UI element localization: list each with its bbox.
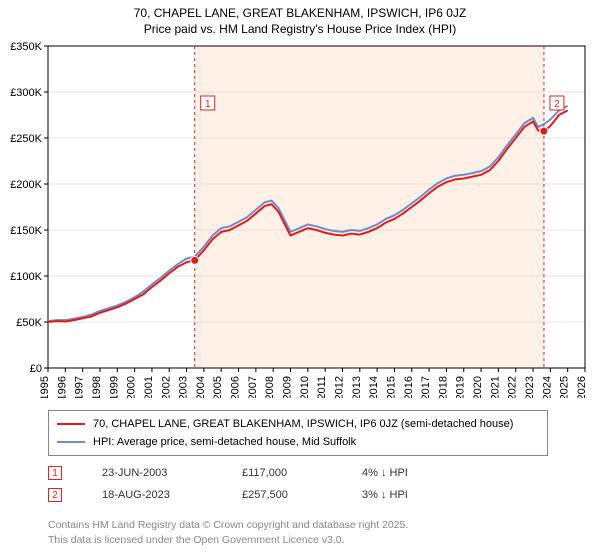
svg-text:2022: 2022 [507,376,519,398]
legend-swatch-1 [57,441,85,443]
svg-text:2009: 2009 [282,376,294,398]
svg-text:1: 1 [205,99,211,110]
attribution-line1: Contains HM Land Registry data © Crown c… [48,518,408,533]
svg-text:2021: 2021 [489,376,501,398]
svg-text:2017: 2017 [420,376,432,398]
svg-text:2024: 2024 [541,376,553,398]
svg-text:2013: 2013 [351,376,363,398]
marker-price-0: £117,000 [242,467,322,479]
svg-text:2001: 2001 [143,376,155,398]
svg-text:1998: 1998 [91,376,103,398]
marker-row-1: 2 18-AUG-2023 £257,500 3% ↓ HPI [48,484,442,506]
svg-text:1999: 1999 [108,376,120,398]
svg-text:2003: 2003 [178,376,190,398]
title-line2: Price paid vs. HM Land Registry's House … [0,22,600,36]
svg-text:2005: 2005 [212,376,224,398]
svg-text:2020: 2020 [472,376,484,398]
svg-text:2014: 2014 [368,376,380,398]
svg-text:£100K: £100K [10,271,42,283]
svg-text:2023: 2023 [524,376,536,398]
svg-text:2015: 2015 [385,376,397,398]
legend-swatch-0 [57,423,85,425]
svg-text:2002: 2002 [160,376,172,398]
legend-row-1: HPI: Average price, semi-detached house,… [57,433,539,451]
marker-price-1: £257,500 [242,489,322,501]
marker-badge-0: 1 [48,466,62,480]
svg-text:£150K: £150K [10,225,42,237]
svg-text:2000: 2000 [126,376,138,398]
svg-text:2016: 2016 [403,376,415,398]
svg-text:£200K: £200K [10,179,42,191]
chart-area: £0 £50K £100K £150K £200K £250K £300K £350K 1995… [0,38,600,398]
chart-container: 70, CHAPEL LANE, GREAT BLAKENHAM, IPSWIC… [0,0,600,560]
svg-text:2012: 2012 [333,376,345,398]
marker-table: 1 23-JUN-2003 £117,000 4% ↓ HPI 2 18-AUG… [48,462,442,506]
svg-text:2026: 2026 [576,376,588,398]
svg-text:2019: 2019 [455,376,467,398]
svg-text:2010: 2010 [299,376,311,398]
marker-date-0: 23-JUN-2003 [102,467,202,479]
attribution-line2: This data is licensed under the Open Gov… [48,533,408,548]
title-block: 70, CHAPEL LANE, GREAT BLAKENHAM, IPSWIC… [0,0,600,38]
marker-date-1: 18-AUG-2023 [102,489,202,501]
svg-text:2018: 2018 [437,376,449,398]
svg-text:£300K: £300K [10,87,42,99]
svg-text:2007: 2007 [247,376,259,398]
svg-text:2004: 2004 [195,376,207,398]
svg-text:1996: 1996 [56,376,68,398]
svg-text:£350K: £350K [10,41,42,53]
svg-text:£250K: £250K [10,133,42,145]
title-line1: 70, CHAPEL LANE, GREAT BLAKENHAM, IPSWIC… [0,6,600,20]
marker-row-0: 1 23-JUN-2003 £117,000 4% ↓ HPI [48,462,442,484]
marker-diff-1: 3% ↓ HPI [362,489,442,501]
svg-text:2006: 2006 [230,376,242,398]
svg-text:£0: £0 [30,363,42,375]
legend-row-0: 70, CHAPEL LANE, GREAT BLAKENHAM, IPSWIC… [57,415,539,433]
svg-text:2008: 2008 [264,376,276,398]
svg-text:£50K: £50K [16,317,42,329]
svg-text:1997: 1997 [74,376,86,398]
svg-text:2025: 2025 [559,376,571,398]
attribution: Contains HM Land Registry data © Crown c… [48,518,408,547]
legend-label-1: HPI: Average price, semi-detached house,… [93,436,356,448]
chart-svg: £0 £50K £100K £150K £200K £250K £300K £350K 1995… [0,38,600,398]
legend-label-0: 70, CHAPEL LANE, GREAT BLAKENHAM, IPSWIC… [93,418,513,430]
marker-diff-0: 4% ↓ HPI [362,467,442,479]
svg-text:2: 2 [554,99,560,110]
marker-badge-1: 2 [48,488,62,502]
svg-text:1995: 1995 [39,376,51,398]
svg-text:2011: 2011 [316,376,328,398]
legend-box: 70, CHAPEL LANE, GREAT BLAKENHAM, IPSWIC… [48,410,548,456]
